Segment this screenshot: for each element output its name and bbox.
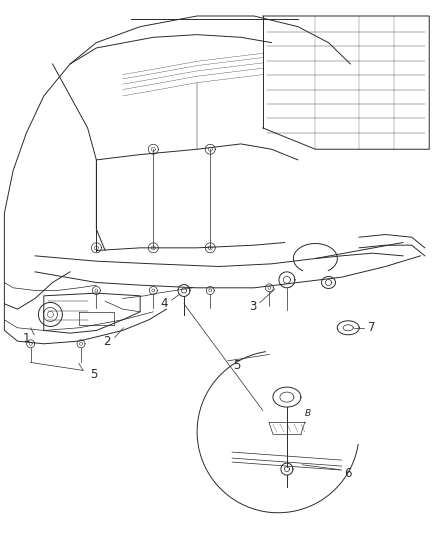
Text: 5: 5 [233, 359, 240, 372]
Text: 5: 5 [91, 368, 98, 381]
Text: 1: 1 [22, 332, 30, 345]
Text: 4: 4 [160, 297, 168, 310]
Text: 2: 2 [103, 335, 111, 348]
Text: B: B [304, 409, 311, 417]
Text: 6: 6 [344, 467, 352, 480]
Text: 3: 3 [250, 300, 257, 313]
Text: 7: 7 [367, 321, 375, 334]
